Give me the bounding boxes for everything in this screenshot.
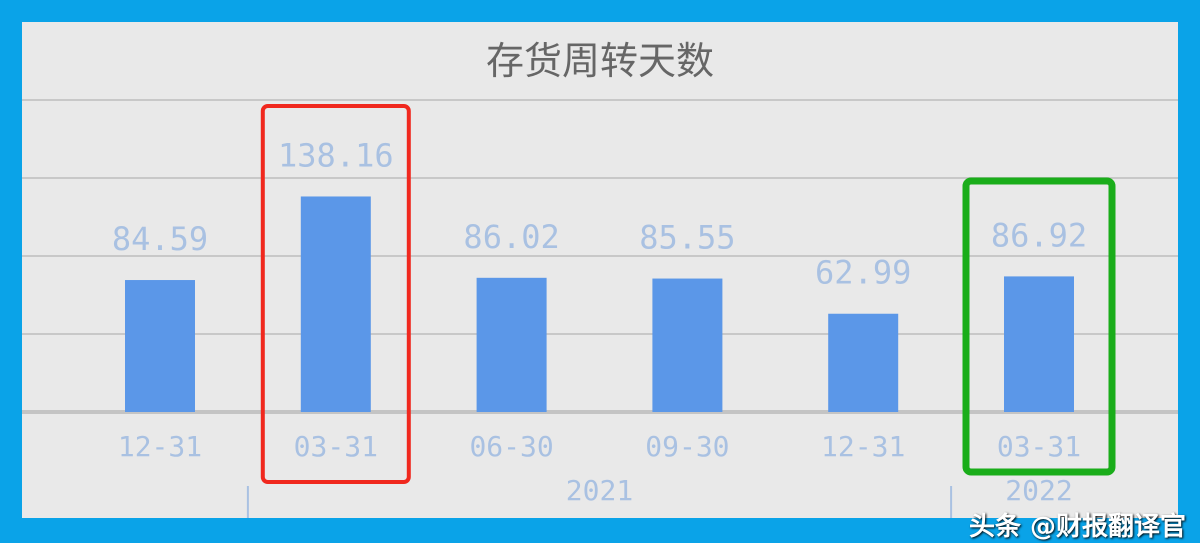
x-tick-label: 12-31 [821, 430, 905, 463]
chart-panel [22, 22, 1178, 518]
x-tick-label: 03-31 [997, 430, 1081, 463]
group-label: 2022 [1005, 474, 1072, 507]
highlight-box [962, 177, 1116, 476]
data-label: 85.55 [639, 219, 735, 257]
data-label: 62.99 [815, 254, 911, 292]
x-tick-label: 09-30 [645, 430, 729, 463]
bar [652, 278, 723, 412]
highlight-box [260, 104, 411, 484]
data-label: 84.59 [112, 220, 208, 258]
chart-title: 存货周转天数 [485, 39, 714, 83]
bar [476, 277, 547, 412]
watermark: 头条 @财报翻译官 [968, 512, 1186, 542]
data-label: 86.02 [463, 218, 559, 256]
x-tick-label: 06-30 [469, 430, 553, 463]
bar [300, 196, 371, 412]
x-tick-label: 03-31 [294, 430, 378, 463]
bar [125, 280, 195, 412]
x-tick-label: 12-31 [118, 430, 202, 463]
group-label: 2021 [566, 474, 633, 507]
bar [1004, 276, 1074, 412]
data-label: 86.92 [991, 216, 1087, 254]
data-label: 138.16 [278, 136, 394, 174]
bar [828, 313, 899, 412]
